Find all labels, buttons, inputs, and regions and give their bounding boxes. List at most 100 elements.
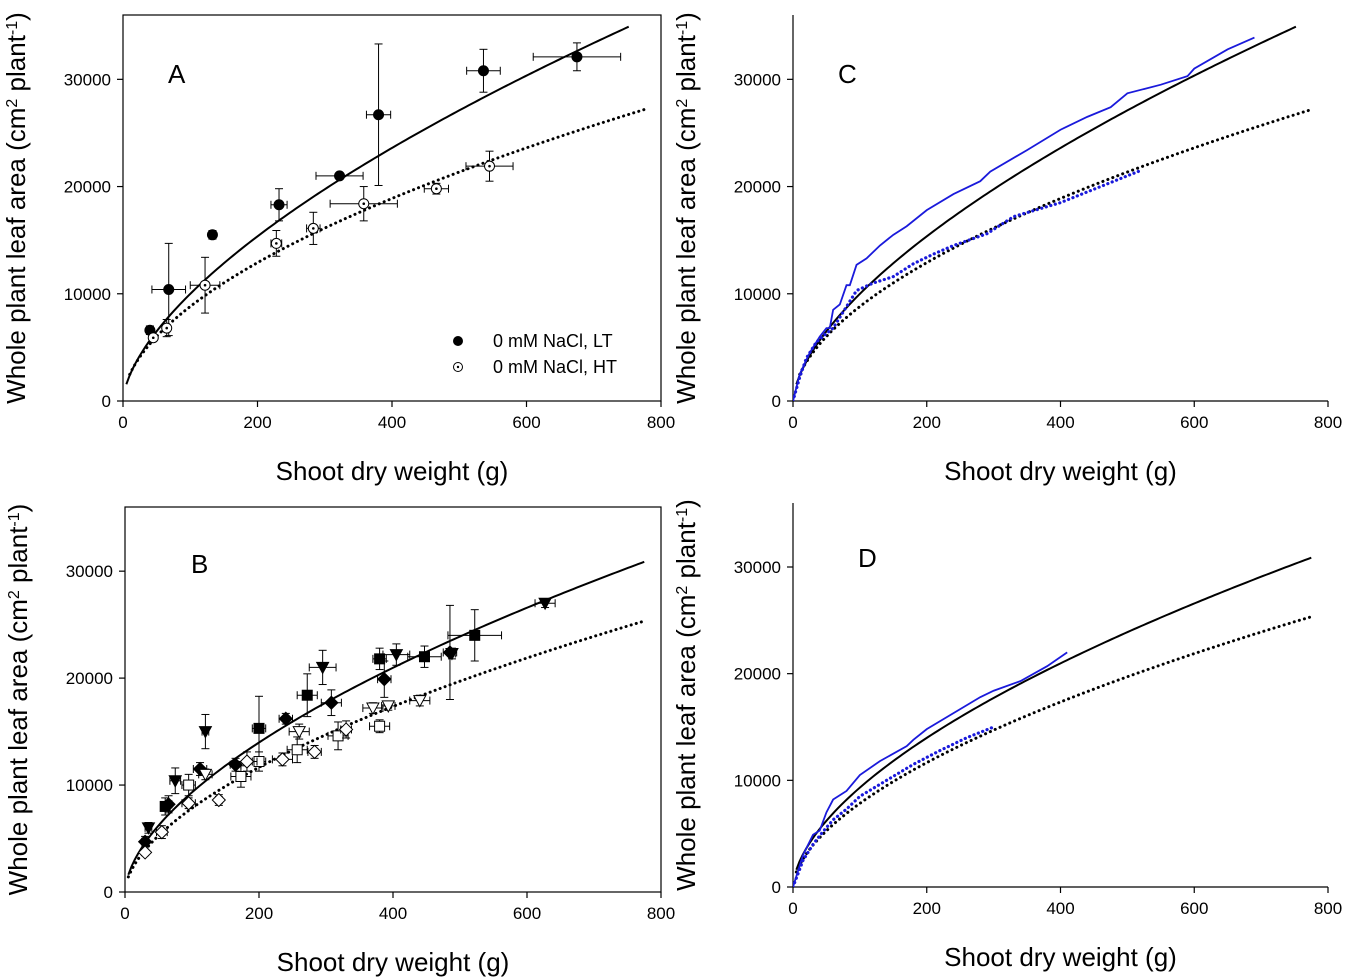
y-tick-label: 20000 xyxy=(734,665,781,684)
data-point xyxy=(377,660,392,698)
fit-curve-dotted xyxy=(128,108,646,376)
y-tick-label: 0 xyxy=(772,878,781,897)
y-axis-label: Whole plant leaf area (cm2 plant-1) xyxy=(671,12,701,404)
x-tick-label: 600 xyxy=(512,413,540,432)
fit-curve-solid xyxy=(125,25,630,385)
marker-open-triangle-down xyxy=(412,695,427,708)
marker-filled-diamond xyxy=(324,695,339,710)
panel-letter-b: B xyxy=(191,549,208,579)
data-point xyxy=(447,609,503,662)
marker-open-diamond xyxy=(137,845,153,860)
data-point xyxy=(442,604,458,700)
data-point xyxy=(296,673,318,718)
marker-open-triangle-down xyxy=(381,700,396,713)
data-point xyxy=(532,42,622,72)
data-point xyxy=(154,824,170,840)
y-tick-label: 0 xyxy=(772,392,781,411)
data-point xyxy=(278,711,294,726)
x-axis-label: Shoot dry weight (g) xyxy=(944,456,1177,486)
data-point xyxy=(228,757,243,772)
data-point xyxy=(286,736,308,764)
marker-open-diamond xyxy=(275,752,290,767)
x-tick-label: 600 xyxy=(1180,413,1208,432)
legend-label-ht: 0 mM NaCl, HT xyxy=(493,357,617,377)
x-tick-label: 400 xyxy=(378,413,406,432)
marker-filled-triangle-down xyxy=(198,726,213,739)
blue-series-solid xyxy=(793,651,1068,887)
x-axis-label: Shoot dry weight (g) xyxy=(276,456,509,486)
marker-filled-circle xyxy=(206,229,218,241)
fit-curve-dotted xyxy=(798,108,1313,376)
marker-filled-square xyxy=(374,653,386,665)
data-point xyxy=(251,695,267,761)
marker-filled-diamond xyxy=(228,757,243,772)
fit-curve-solid xyxy=(127,560,645,876)
blue-series-dotted xyxy=(793,168,1143,401)
data-point xyxy=(465,150,514,182)
marker-open-diamond xyxy=(307,744,322,760)
marker-filled-triangle-down xyxy=(168,775,183,788)
marker-open-square xyxy=(183,779,195,791)
marker-open-triangle-down xyxy=(366,702,380,716)
marker-center-dot xyxy=(362,202,366,206)
data-point xyxy=(327,721,349,751)
x-tick-label: 600 xyxy=(513,904,541,923)
data-point xyxy=(270,230,283,257)
data-point xyxy=(307,744,322,760)
data-point xyxy=(271,752,293,767)
y-axis-label: Whole plant leaf area (cm2 plant-1) xyxy=(3,504,33,896)
data-point xyxy=(315,170,364,182)
data-point xyxy=(198,768,213,782)
marker-filled-circle xyxy=(477,65,489,77)
y-tick-label: 30000 xyxy=(734,70,781,89)
x-axis-label: Shoot dry weight (g) xyxy=(277,947,510,977)
x-tick-label: 400 xyxy=(379,904,407,923)
data-point xyxy=(466,48,501,93)
data-point xyxy=(230,765,252,788)
marker-filled-square xyxy=(418,651,430,663)
marker-filled-triangle-down xyxy=(389,649,404,662)
marker-filled-triangle-down xyxy=(538,597,552,611)
marker-filled-circle xyxy=(571,51,583,63)
marker-open-diamond xyxy=(181,796,196,811)
marker-open-diamond xyxy=(211,792,227,808)
panel-c: 0 200 400 600 800 0 10000 20000 30000 Shoot dry w… xyxy=(671,12,1342,486)
x-axis-label: Shoot dry weight (g) xyxy=(944,942,1177,972)
fit-curve-dotted xyxy=(794,615,1313,874)
panel-a: 0 200 400 600 800 0 10000 20000 30000 Shoot dry w… xyxy=(1,12,675,486)
x-tick-label: 0 xyxy=(120,904,129,923)
y-tick-label: 20000 xyxy=(64,178,111,197)
y-axis-label: Whole plant leaf area (cm2 plant-1) xyxy=(1,12,31,404)
marker-open-triangle-down xyxy=(198,768,213,782)
data-point xyxy=(151,242,187,337)
data-point xyxy=(147,332,159,344)
data-point xyxy=(181,773,196,797)
data-point xyxy=(137,845,153,860)
data-point xyxy=(409,694,431,708)
fit-curve-solid xyxy=(795,556,1312,871)
marker-center-dot xyxy=(488,164,491,168)
x-tick-label: 800 xyxy=(1314,899,1342,918)
data-point xyxy=(211,792,227,808)
marker-open-diamond xyxy=(154,824,170,840)
data-point xyxy=(141,821,156,835)
marker-open-square xyxy=(332,730,344,742)
marker-center-dot xyxy=(435,187,438,190)
x-tick-label: 200 xyxy=(245,904,273,923)
legend: 0 mM NaCl, LT 0 mM NaCl, HT xyxy=(453,331,617,377)
x-tick-label: 800 xyxy=(647,413,675,432)
data-point xyxy=(329,186,398,222)
data-point xyxy=(181,796,196,811)
marker-open-diamond xyxy=(239,754,255,769)
x-tick-label: 200 xyxy=(913,899,941,918)
x-tick-label: 200 xyxy=(913,413,941,432)
legend-marker-ht-dot xyxy=(456,365,460,369)
y-tick-label: 0 xyxy=(102,392,111,411)
x-tick-label: 0 xyxy=(788,413,797,432)
data-point xyxy=(382,643,411,666)
legend-marker-lt xyxy=(453,336,463,346)
data-point xyxy=(320,689,342,717)
data-point xyxy=(372,647,387,671)
marker-filled-square xyxy=(469,629,481,641)
panel-d: 0 200 400 600 800 0 10000 20000 30000 Shoot dry w… xyxy=(671,499,1342,972)
